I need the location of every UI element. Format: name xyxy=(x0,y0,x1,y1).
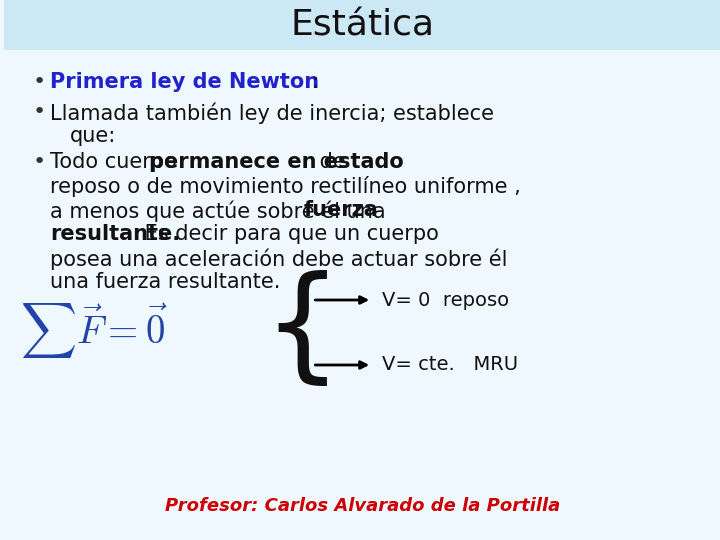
Text: Profesor: Carlos Alvarado de la Portilla: Profesor: Carlos Alvarado de la Portilla xyxy=(165,497,559,515)
Text: {: { xyxy=(263,269,343,390)
Text: •: • xyxy=(32,102,45,122)
Text: Es decir para que un cuerpo: Es decir para que un cuerpo xyxy=(138,224,438,244)
Text: V= 0  reposo: V= 0 reposo xyxy=(382,291,509,309)
Text: una fuerza resultante.: una fuerza resultante. xyxy=(50,272,280,292)
Text: V= cte.   MRU: V= cte. MRU xyxy=(382,355,518,375)
Text: permanece en estado: permanece en estado xyxy=(150,152,404,172)
Text: reposo o de movimiento rectilíneo uniforme ,: reposo o de movimiento rectilíneo unifor… xyxy=(50,176,521,197)
Text: a menos que actúe sobre él una: a menos que actúe sobre él una xyxy=(50,200,392,221)
Text: fuerza: fuerza xyxy=(304,200,378,220)
Text: Llamada también ley de inercia; establece: Llamada también ley de inercia; establec… xyxy=(50,102,494,124)
Text: Estática: Estática xyxy=(290,8,434,42)
Text: Primera ley de Newton: Primera ley de Newton xyxy=(50,72,319,92)
Text: que:: que: xyxy=(70,126,116,146)
FancyBboxPatch shape xyxy=(4,0,720,50)
Text: posea una aceleración debe actuar sobre él: posea una aceleración debe actuar sobre … xyxy=(50,248,508,269)
Text: $\sum\vec{F}=\vec{0}$: $\sum\vec{F}=\vec{0}$ xyxy=(19,300,168,360)
Text: resultante.: resultante. xyxy=(50,224,180,244)
Text: de: de xyxy=(313,152,346,172)
Text: •: • xyxy=(32,72,45,92)
Text: •: • xyxy=(32,152,45,172)
Text: :: : xyxy=(312,72,318,92)
Text: Todo cuerpo: Todo cuerpo xyxy=(50,152,184,172)
